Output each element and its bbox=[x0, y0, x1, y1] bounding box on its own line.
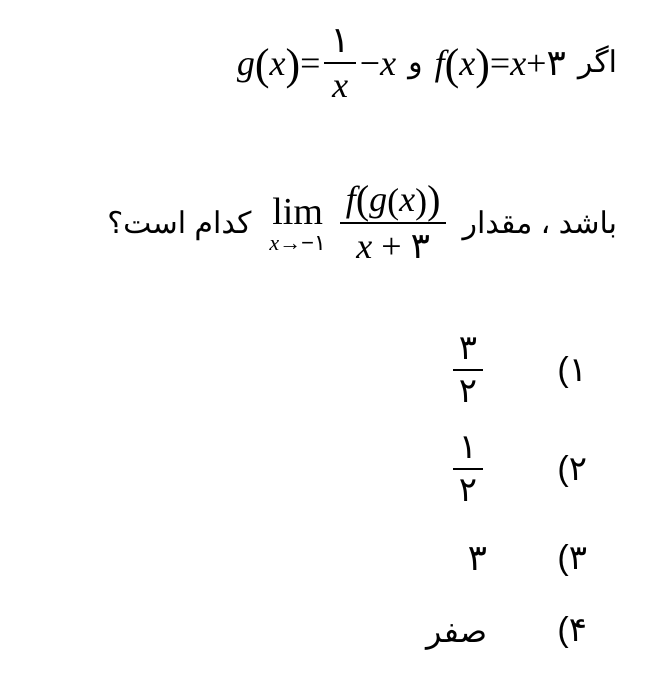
g-frac-num: ۱ bbox=[324, 20, 355, 60]
word-and: و bbox=[408, 45, 423, 80]
num-g: g bbox=[369, 179, 387, 219]
num-f: f bbox=[346, 179, 356, 219]
option-2: ۲) ۱ ۲ bbox=[426, 429, 587, 510]
open-paren-icon: ( bbox=[356, 177, 369, 222]
question-page: اگر f ( x ) = x + ۳ و g ( x ) = ۱ x − x bbox=[0, 0, 647, 698]
g-fraction: ۱ x bbox=[324, 20, 355, 105]
option-2-value: ۱ ۲ bbox=[449, 429, 487, 510]
option-1-num: ۳ bbox=[453, 330, 483, 367]
fraction-bar-icon bbox=[324, 62, 355, 64]
option-2-num: ۱ bbox=[453, 429, 483, 466]
option-2-den: ۲ bbox=[453, 472, 483, 509]
equals-sign: = bbox=[300, 42, 320, 84]
option-4: ۴) صفر bbox=[426, 600, 587, 660]
option-2-label: ۲) bbox=[537, 449, 587, 489]
f-arg: x bbox=[459, 42, 475, 84]
option-4-label: ۴) bbox=[537, 610, 587, 650]
option-1-den: ۲ bbox=[453, 373, 483, 410]
f-rhs-left: x bbox=[510, 42, 526, 84]
limit-numerator: f(g(x)) bbox=[340, 180, 447, 220]
g-frac-den: x bbox=[326, 66, 354, 106]
close-paren-icon: ) bbox=[415, 181, 427, 221]
option-3-value: ۳ bbox=[468, 537, 487, 579]
g-tail: x bbox=[380, 42, 396, 84]
fraction-bar-icon bbox=[453, 369, 483, 371]
lim-subscript: x→−۱ bbox=[269, 230, 325, 256]
plus-sign: + bbox=[526, 42, 546, 84]
options-list: ۱) ۳ ۲ ۲) ۱ ۲ ۳) ۳ bbox=[426, 330, 587, 672]
option-3-label: ۳) bbox=[537, 538, 587, 578]
word-bashad-meghdar: باشد ، مقدار bbox=[462, 206, 617, 241]
minus-sign: − bbox=[360, 42, 380, 84]
close-paren-icon: ) bbox=[427, 177, 440, 222]
f-rhs-right: ۳ bbox=[546, 42, 565, 84]
option-1: ۱) ۳ ۲ bbox=[426, 330, 587, 411]
question-line-1: اگر f ( x ) = x + ۳ و g ( x ) = ۱ x − x bbox=[30, 20, 617, 105]
option-1-fraction: ۳ ۲ bbox=[453, 330, 483, 411]
limit-expression: lim x→−۱ f(g(x)) x + ۳ bbox=[263, 180, 450, 266]
fraction-bar-icon bbox=[453, 468, 483, 470]
den-right: ۳ bbox=[411, 225, 430, 266]
option-2-fraction: ۱ ۲ bbox=[453, 429, 483, 510]
f-var: f bbox=[435, 42, 445, 84]
den-op: + bbox=[381, 226, 401, 266]
option-1-label: ۱) bbox=[537, 350, 587, 390]
limit-fraction: f(g(x)) x + ۳ bbox=[340, 180, 447, 266]
arrow-icon: → bbox=[279, 230, 301, 255]
word-kodam-ast: کدام است؟ bbox=[107, 206, 251, 241]
option-1-value: ۳ ۲ bbox=[449, 330, 487, 411]
g-definition: g ( x ) = ۱ x − x bbox=[237, 20, 396, 105]
g-var: g bbox=[237, 42, 255, 84]
num-arg: x bbox=[399, 179, 415, 219]
option-4-word: صفر bbox=[426, 613, 487, 649]
option-3: ۳) ۳ bbox=[426, 528, 587, 588]
question-line-2: باشد ، مقدار lim x→−۱ f(g(x)) x + ۳ کدام… bbox=[20, 180, 617, 266]
equals-sign: = bbox=[490, 42, 510, 84]
limit-operator: lim x→−۱ bbox=[269, 190, 325, 256]
lim-text: lim bbox=[272, 190, 323, 234]
limit-denominator: x + ۳ bbox=[350, 226, 436, 267]
g-arg: x bbox=[269, 42, 285, 84]
option-4-value: صفر bbox=[426, 609, 487, 651]
lim-sub-to: −۱ bbox=[301, 230, 326, 255]
f-definition: f ( x ) = x + ۳ bbox=[435, 42, 566, 84]
lim-sub-var: x bbox=[269, 230, 279, 255]
word-if: اگر bbox=[578, 45, 617, 80]
open-paren-icon: ( bbox=[387, 181, 399, 221]
den-left: x bbox=[356, 226, 372, 266]
